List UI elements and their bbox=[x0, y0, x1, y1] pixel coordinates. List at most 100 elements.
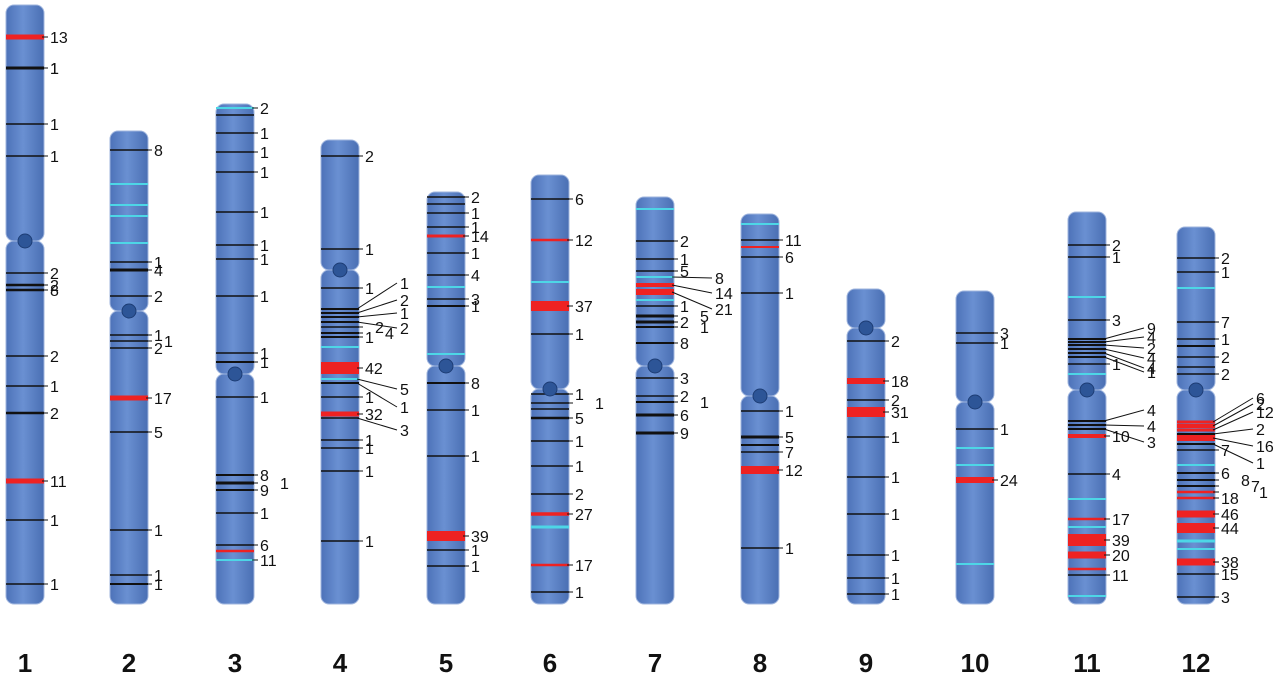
band-count-label: 1 bbox=[154, 577, 163, 594]
band-red bbox=[1177, 420, 1215, 424]
band-black bbox=[531, 591, 569, 593]
band-black bbox=[1177, 321, 1215, 323]
band-count-label: 9 bbox=[680, 426, 689, 443]
band-count-label: 1 bbox=[785, 286, 794, 303]
band-red bbox=[110, 395, 148, 401]
band-count-label: 7 bbox=[1251, 479, 1260, 496]
p-arm bbox=[635, 196, 675, 367]
band-count-label: 1 bbox=[1256, 456, 1265, 473]
band-cyan bbox=[1068, 498, 1106, 500]
band-black bbox=[321, 396, 359, 398]
band-count-label: 1 bbox=[50, 513, 59, 530]
fan-connector bbox=[356, 378, 398, 390]
band-black bbox=[956, 332, 994, 334]
band-count-label: 6 bbox=[680, 408, 689, 425]
band-count-label: 8 bbox=[680, 336, 689, 353]
band-black bbox=[741, 451, 779, 453]
band-cyan bbox=[1068, 373, 1106, 375]
band-black bbox=[110, 334, 148, 336]
band-count-label: 1 bbox=[891, 587, 900, 604]
band-count-label: 14 bbox=[715, 286, 733, 303]
band-count-label: 1 bbox=[365, 433, 374, 450]
band-count-label: 2 bbox=[1221, 350, 1230, 367]
band-cyan bbox=[741, 223, 779, 225]
band-count-label: 1 bbox=[260, 165, 269, 182]
band-count-label: 27 bbox=[575, 507, 593, 524]
fan-connector bbox=[1103, 352, 1145, 369]
band-count-label: 13 bbox=[50, 30, 68, 47]
band-black bbox=[110, 268, 148, 272]
q-arm bbox=[530, 388, 570, 605]
band-count-label: 7 bbox=[785, 445, 794, 462]
band-count-label: 4 bbox=[1147, 361, 1156, 378]
band-black bbox=[636, 431, 674, 435]
band-red bbox=[427, 531, 465, 541]
band-red bbox=[1068, 534, 1106, 546]
band-red bbox=[531, 512, 569, 516]
band-cyan bbox=[110, 183, 148, 185]
band-black bbox=[110, 340, 148, 342]
band-count-label: 2 bbox=[1147, 341, 1156, 358]
band-black bbox=[636, 326, 674, 328]
band-count-label: 12 bbox=[1256, 405, 1274, 422]
chromosome-number: 6 bbox=[543, 648, 557, 678]
p-arm bbox=[320, 139, 360, 271]
band-count-label: 4 bbox=[1147, 351, 1156, 368]
band-count-label: 1 bbox=[50, 149, 59, 166]
band-count-label: 2 bbox=[50, 349, 59, 366]
band-count-label: 8 bbox=[260, 468, 269, 485]
band-black bbox=[216, 114, 254, 116]
fan-connector bbox=[1212, 411, 1254, 431]
p-arm bbox=[740, 213, 780, 397]
band-count-label: 1 bbox=[260, 238, 269, 255]
fan-connector bbox=[671, 284, 713, 294]
band-count-label: 31 bbox=[891, 405, 909, 422]
band-count-label: 1 bbox=[365, 242, 374, 259]
band-count-label: 1 bbox=[365, 390, 374, 407]
band-cyan bbox=[636, 276, 674, 278]
band-count-label: 2 bbox=[400, 293, 409, 310]
band-count-label: 1 bbox=[1259, 485, 1268, 502]
band-count-label: 12 bbox=[575, 233, 593, 250]
band-count-label: 1 bbox=[595, 396, 604, 413]
p-arm bbox=[215, 103, 255, 375]
band-black bbox=[741, 256, 779, 258]
band-count-label: 2 bbox=[365, 149, 374, 166]
band-black bbox=[216, 211, 254, 213]
chromosome-number: 7 bbox=[648, 648, 662, 678]
band-count-label: 1 bbox=[891, 430, 900, 447]
band-count-label: 4 bbox=[471, 268, 480, 285]
band-count-label: 1 bbox=[365, 281, 374, 298]
band-count-label: 1 bbox=[260, 390, 269, 407]
band-cyan bbox=[427, 286, 465, 288]
fan-connector bbox=[1212, 428, 1254, 435]
band-black bbox=[321, 287, 359, 289]
band-count-label: 18 bbox=[891, 374, 909, 391]
band-count-label: 8 bbox=[154, 143, 163, 160]
fan-connector bbox=[356, 312, 398, 318]
band-cyan bbox=[1068, 595, 1106, 597]
band-black bbox=[321, 336, 359, 338]
band-count-label: 2 bbox=[1112, 238, 1121, 255]
band-count-label: 10 bbox=[1112, 429, 1130, 446]
band-count-label: 1 bbox=[471, 246, 480, 263]
q-arm bbox=[740, 395, 780, 605]
band-count-label: 1 bbox=[280, 476, 289, 493]
band-black bbox=[847, 340, 885, 342]
band-count-label: 1 bbox=[785, 404, 794, 421]
band-cyan bbox=[321, 346, 359, 348]
band-black bbox=[427, 196, 465, 198]
band-black bbox=[636, 395, 674, 397]
band-count-label: 46 bbox=[1221, 507, 1239, 524]
band-count-label: 1 bbox=[575, 387, 584, 404]
band-count-label: 1 bbox=[400, 276, 409, 293]
band-black bbox=[847, 436, 885, 438]
band-count-label: 18 bbox=[1221, 491, 1239, 508]
band-black bbox=[216, 352, 254, 354]
band-black bbox=[636, 342, 674, 344]
band-count-label: 11 bbox=[50, 474, 67, 491]
